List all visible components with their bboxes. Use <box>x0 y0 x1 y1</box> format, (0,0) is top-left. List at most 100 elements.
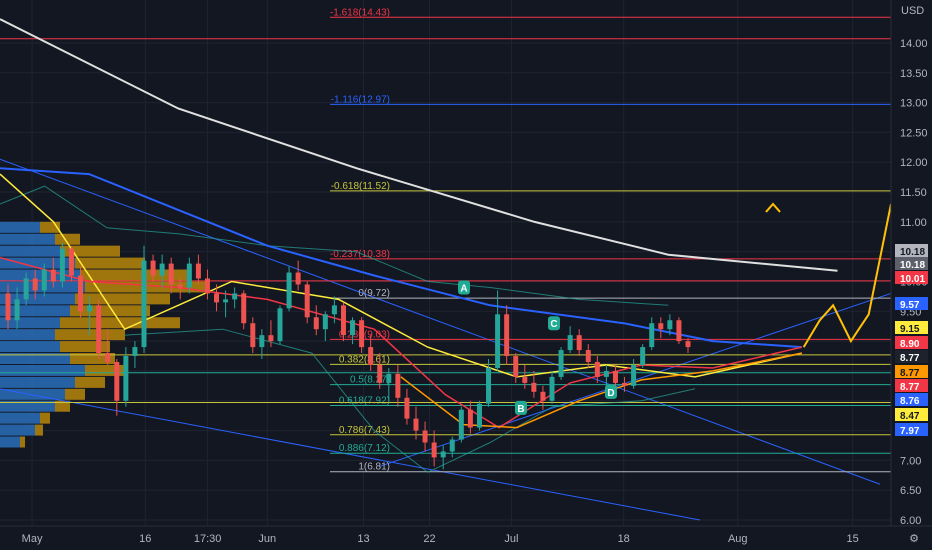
candle <box>413 406 419 440</box>
candle <box>422 421 428 452</box>
candle-body <box>168 263 174 285</box>
candle <box>96 299 102 360</box>
price-tick-label: 11.00 <box>900 217 927 229</box>
candle <box>567 326 573 354</box>
volume-profile-buy <box>0 388 65 400</box>
candle-body <box>585 350 591 362</box>
volume-profile-buy <box>0 257 75 269</box>
gear-icon[interactable]: ⚙ <box>909 533 919 545</box>
candle <box>214 284 220 312</box>
price-tag-bg <box>895 423 928 436</box>
fib-label: 0.382(8.61) <box>339 354 390 365</box>
candle-body <box>368 347 374 365</box>
candle <box>594 356 600 383</box>
fib-label: 0.5(8.27) <box>350 375 390 386</box>
candle <box>685 338 691 354</box>
candle-body <box>232 293 238 300</box>
pattern-point-label: D <box>607 388 614 399</box>
candle-body <box>96 305 102 354</box>
price-tag: 10.01 <box>895 271 928 285</box>
candle-body <box>467 409 473 428</box>
time-tick-label: 17:30 <box>194 533 222 545</box>
volume-profile-buy <box>0 269 80 281</box>
price-tick-label: 6.50 <box>900 485 921 497</box>
candle <box>467 400 473 434</box>
price-tick-label: 11.50 <box>900 187 927 199</box>
moving-average-line <box>0 18 838 272</box>
candle <box>540 385 546 410</box>
price-tag: 7.97 <box>895 423 928 437</box>
pattern-point-label: C <box>550 319 557 330</box>
candle-body <box>114 361 120 401</box>
candle-body <box>667 320 673 330</box>
moving-average-line <box>0 167 802 349</box>
candle <box>277 305 283 345</box>
volume-profile-buy <box>0 364 85 376</box>
price-tick-label: 12.00 <box>900 157 928 169</box>
time-tick-label: 16 <box>139 533 151 545</box>
volume-profile-sell <box>20 436 25 448</box>
time-tick-label: 15 <box>847 533 859 545</box>
time-tick-label: 22 <box>423 533 435 545</box>
candle-body <box>14 299 20 321</box>
candle-body <box>603 370 609 377</box>
candle <box>431 430 437 467</box>
fib-label: 0(9.72) <box>358 288 390 299</box>
pattern-point-badge <box>605 384 617 399</box>
candle <box>622 376 628 392</box>
candle-body <box>676 320 682 342</box>
price-tag-text: 10.18 <box>900 247 925 258</box>
price-tag-text: 10.01 <box>900 274 925 285</box>
candle-body <box>495 314 501 368</box>
candle <box>295 260 301 291</box>
fib-label: 0.886(7.12) <box>339 443 390 454</box>
candle-body <box>214 293 220 303</box>
candle-body <box>313 317 319 330</box>
volume-profile-buy <box>0 245 60 257</box>
candle-body <box>640 347 646 365</box>
candle-body <box>277 308 283 342</box>
candle-body <box>386 373 392 383</box>
candle-body <box>322 314 328 330</box>
candle-body <box>531 382 537 392</box>
candle-body <box>32 278 38 291</box>
price-tag-text: 9.57 <box>900 300 920 311</box>
candle <box>250 317 256 354</box>
candle <box>504 305 510 365</box>
candle-body <box>440 451 446 458</box>
fib-label: 1(6.81) <box>358 462 390 473</box>
volume-profile-sell <box>60 341 110 353</box>
candle-body <box>377 364 383 383</box>
candle-body <box>150 260 156 276</box>
currency-label: USD <box>901 5 925 17</box>
candle-body <box>259 335 265 348</box>
volume-profile-buy <box>0 233 55 245</box>
candle <box>223 290 229 318</box>
moving-averages <box>0 18 838 429</box>
volume-profile-buy <box>0 305 70 317</box>
candle-body <box>87 305 93 312</box>
candle-body <box>41 269 47 291</box>
time-tick-label: 13 <box>357 533 369 545</box>
candle <box>676 317 682 345</box>
price-tag-bg <box>895 365 928 378</box>
price-tick-label: 14.00 <box>900 38 928 50</box>
candle-body <box>513 356 519 377</box>
volume-profile-sell <box>40 221 60 233</box>
price-tag-text: 10.18 <box>900 260 925 271</box>
candle-body <box>5 293 11 321</box>
candle-body <box>141 260 147 348</box>
candle <box>386 367 392 401</box>
candle-body <box>404 397 410 419</box>
candle-body <box>449 439 455 452</box>
pattern-point-badge <box>548 316 560 331</box>
price-tag: 8.77 <box>895 365 928 379</box>
volume-profile-buy <box>0 353 70 365</box>
candle-body <box>413 418 419 431</box>
volume-profile-sell <box>55 400 70 412</box>
price-tag-text: 9.15 <box>900 324 920 335</box>
candle <box>5 284 11 330</box>
price-tag: 8.77 <box>895 350 928 364</box>
